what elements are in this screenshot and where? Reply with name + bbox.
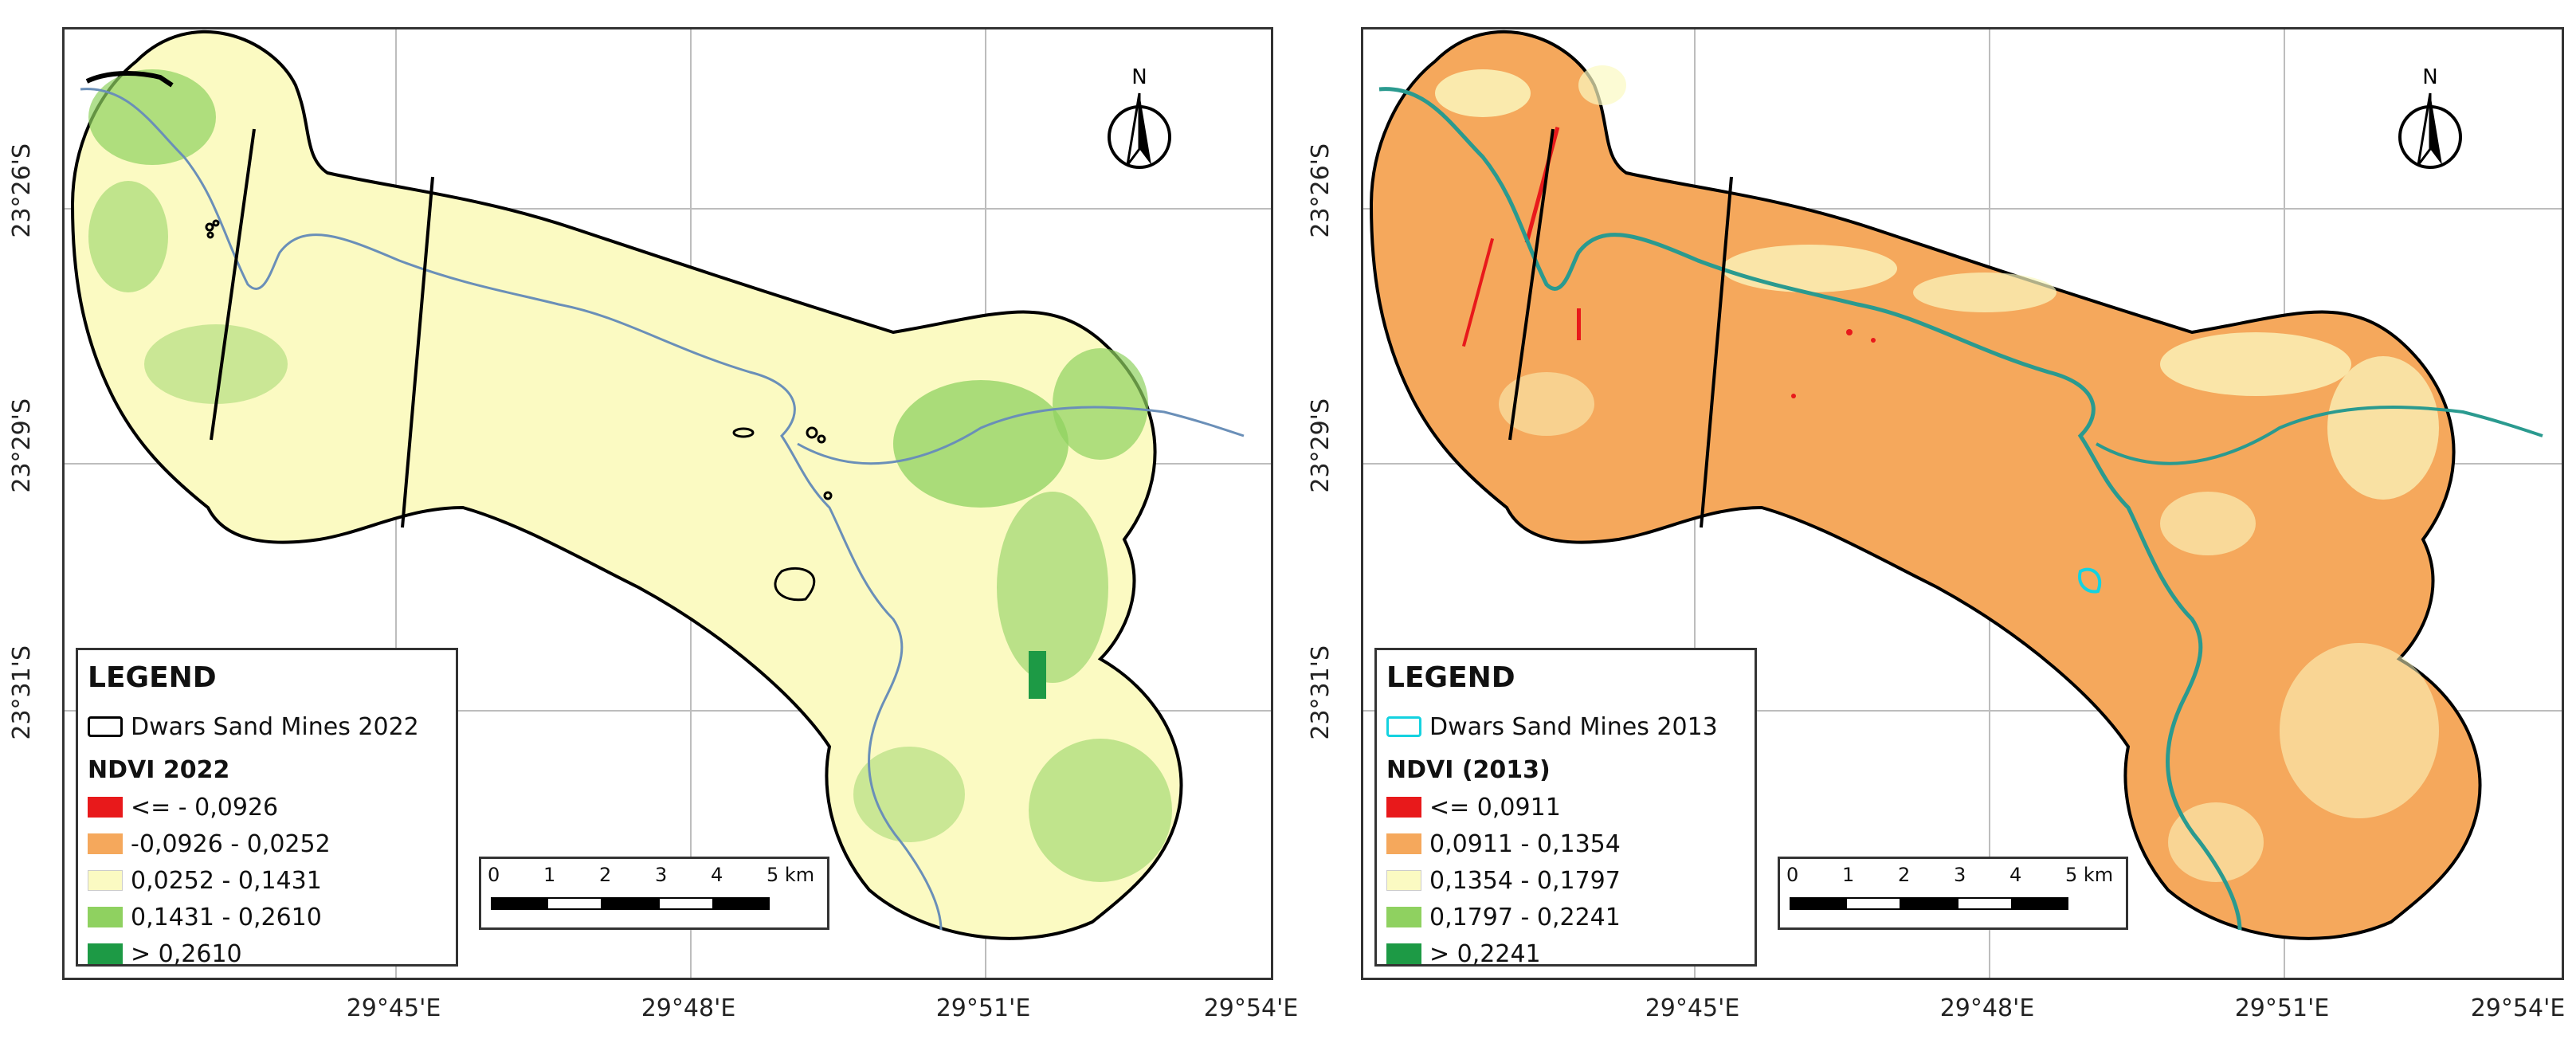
class-swatch [1386,870,1421,891]
study-area-polygon [1369,30,2482,940]
river-branch [2096,406,2543,465]
longitude-label: 29°48'E [1939,994,2035,1022]
scale-segment [714,897,770,910]
latitude-label: 23°29'S [1307,398,1335,493]
scale-tick: 3 [1954,864,1966,886]
class-swatch [1386,797,1421,818]
class-swatch [88,833,123,854]
scale-segment [658,897,714,910]
longitude-label: 29°51'E [935,994,1031,1022]
scale-bar: 0 1 2 3 4 5 km [479,857,829,930]
map-frame: N LEGEND Dwars Sand Mines 2022 NDVI 2022… [62,27,1273,980]
class-label: > 0,2610 [131,939,242,968]
ndvi-patches [88,69,1172,882]
scale-segment [491,897,547,910]
map-canvas [65,29,1271,978]
class-label: <= 0,0911 [1429,793,1561,822]
latitude-label: 23°26'S [8,143,36,238]
scale-tick: 4 [2009,864,2022,886]
scale-bar: 0 1 2 3 4 5 km [1778,857,2128,930]
map-legend: LEGEND Dwars Sand Mines 2022 NDVI 2022 <… [76,648,458,968]
ndvi-title: NDVI (2013) [1386,756,1551,784]
legend-title: LEGEND [88,661,217,694]
sand-mine-outline [2078,567,2102,594]
river-line [80,88,943,931]
mines-swatch [88,716,123,737]
north-label: N [1131,65,1147,89]
class-label: -0,0926 - 0,0252 [131,829,331,858]
scale-tick: 1 [543,864,556,886]
scale-segment [547,897,602,910]
class-swatch [88,870,123,891]
class-label: 0,0911 - 0,1354 [1429,829,1621,858]
low-ndvi-spots [1461,127,1876,398]
north-label: N [2422,65,2437,89]
latitude-label: 23°31'S [1307,645,1335,740]
scale-tick: 2 [1898,864,1911,886]
map-canvas [1363,29,2562,978]
class-swatch [88,943,123,964]
class-swatch [88,797,123,818]
scale-segment [1957,897,2013,910]
longitude-label: 29°54'E [2470,994,2566,1022]
mines-swatch [1386,716,1421,737]
longitude-label: 29°54'E [1203,994,1299,1022]
sand-mines-outlines [85,71,833,602]
scale-tick: 5 km [2065,864,2114,886]
class-swatch [1386,833,1421,854]
class-label: 0,1354 - 0,1797 [1429,866,1621,895]
study-area-polygon [70,30,1183,940]
scale-segment [1790,897,1845,910]
scale-segment [2013,897,2068,910]
map-frame: N LEGEND Dwars Sand Mines 2013 NDVI (201… [1361,27,2564,980]
latitude-label: 23°26'S [1307,143,1335,238]
class-swatch [1386,907,1421,927]
scale-tick: 2 [599,864,612,886]
longitude-label: 29°45'E [1645,994,1740,1022]
scale-tick: 0 [1786,864,1799,886]
north-arrow-icon: N [1108,65,1171,169]
river-branch [797,406,1245,465]
longitude-label: 29°48'E [641,994,736,1022]
scale-segment [602,897,658,910]
scale-segment [1845,897,1901,910]
class-label: > 0,2241 [1429,939,1541,968]
legend-mines-entry: Dwars Sand Mines 2022 [88,708,446,745]
longitude-label: 29°51'E [2234,994,2330,1022]
scale-segment [1901,897,1957,910]
scale-tick: 3 [655,864,668,886]
map-panel-2022: 23°26'S 23°29'S 23°31'S [8,0,1298,1047]
mines-label: Dwars Sand Mines 2022 [131,712,419,741]
class-label: 0,0252 - 0,1431 [131,866,322,895]
ndvi-patches [1435,65,2439,882]
class-label: <= - 0,0926 [131,793,279,822]
legend-mines-entry: Dwars Sand Mines 2013 [1386,708,1745,745]
class-label: 0,1431 - 0,2610 [131,903,322,931]
class-swatch [88,907,123,927]
map-panel-2013: 23°26'S 23°29'S 23°31'S [1307,0,2566,1047]
mines-label: Dwars Sand Mines 2013 [1429,712,1718,741]
transect-lines [210,128,434,528]
scale-tick: 1 [1842,864,1855,886]
map-legend: LEGEND Dwars Sand Mines 2013 NDVI (2013)… [1374,648,1757,968]
class-swatch [1386,943,1421,964]
scale-tick: 5 km [767,864,815,886]
ndvi-title: NDVI 2022 [88,756,230,784]
longitude-label: 29°45'E [346,994,441,1022]
river-line [1378,87,2242,931]
legend-title: LEGEND [1386,661,1515,694]
class-label: 0,1797 - 0,2241 [1429,903,1621,931]
latitude-label: 23°29'S [8,398,36,493]
scale-tick: 0 [488,864,500,886]
latitude-label: 23°31'S [8,645,36,740]
scale-tick: 4 [711,864,723,886]
north-arrow-icon: N [2398,65,2462,169]
transect-lines [1508,128,1733,528]
